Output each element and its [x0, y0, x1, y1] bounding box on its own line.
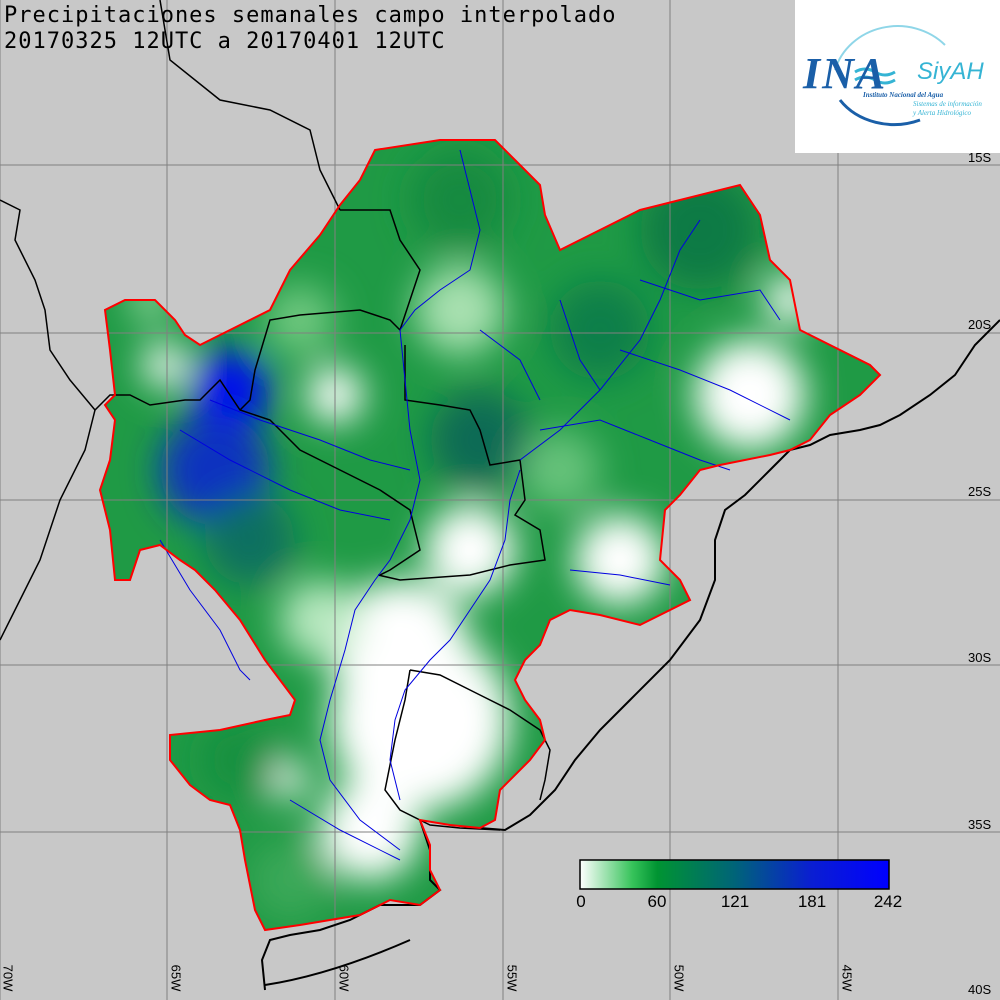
- precip-blob: [272, 762, 308, 798]
- precip-blob: [320, 780, 420, 880]
- precip-blob: [200, 720, 280, 800]
- precip-blob: [415, 265, 505, 355]
- country-border: [409, 669, 551, 801]
- country-border: [239, 209, 421, 411]
- river: [569, 569, 671, 586]
- precip-blob: [250, 840, 330, 920]
- precip-blob: [410, 150, 510, 250]
- precip-blob: [695, 340, 805, 450]
- ina-siyah-logo: INA SiyAH Instituto Nacional del Agua Si…: [795, 0, 1000, 153]
- colorbar: [579, 859, 890, 890]
- river: [399, 149, 481, 331]
- precip-blob: [430, 390, 530, 490]
- logo-siyah-text: SiyAH: [917, 58, 984, 85]
- colorbar-label: 60: [647, 892, 667, 911]
- river: [539, 419, 731, 471]
- lat-label: 35S: [968, 817, 992, 832]
- river: [289, 799, 401, 861]
- lat-label: 20S: [968, 317, 992, 332]
- river: [619, 349, 791, 421]
- lon-label: 65W: [168, 964, 184, 992]
- logo-siyah-subtitle: Sistemas de información y Alerta Hidroló…: [913, 100, 982, 118]
- country-border: [159, 0, 341, 211]
- lat-label: 25S: [968, 484, 992, 499]
- precip-blob: [280, 580, 360, 660]
- colorbar-label: 121: [720, 892, 750, 911]
- river: [559, 299, 601, 391]
- lon-label: 70W: [0, 964, 16, 992]
- precip-blob: [575, 515, 665, 605]
- country-border: [384, 669, 501, 831]
- precip-blob: [330, 580, 470, 720]
- lon-label: 45W: [839, 964, 855, 992]
- colorbar-label: 242: [873, 892, 903, 911]
- precip-blob: [143, 343, 187, 387]
- precip-blob: [520, 430, 600, 510]
- coastline: [789, 319, 1000, 451]
- coastline: [264, 939, 411, 986]
- country-border: [0, 199, 421, 576]
- colorbar-label: 0: [576, 892, 586, 911]
- lat-label: 40S: [968, 982, 992, 997]
- river: [519, 219, 701, 461]
- lat-label: 15S: [968, 150, 992, 165]
- logo-siyah-line1: Sistemas de información: [913, 100, 982, 108]
- logo-ina-subtitle: Instituto Nacional del Agua: [863, 91, 944, 99]
- lat-label: 30S: [968, 650, 992, 665]
- river: [159, 539, 251, 681]
- river: [389, 469, 521, 801]
- precip-blob: [205, 495, 295, 585]
- river: [179, 429, 391, 521]
- colorbar-label: 181: [797, 892, 827, 911]
- river: [479, 329, 541, 401]
- river: [209, 399, 411, 471]
- rivers: [159, 149, 791, 861]
- map-date-range: 20170325 12UTC a 20170401 12UTC: [4, 29, 446, 54]
- river: [639, 279, 781, 321]
- map-title: Precipitaciones semanales campo interpol…: [4, 3, 617, 28]
- lon-label: 50W: [671, 964, 687, 992]
- precip-field: [100, 140, 880, 930]
- lon-label: 60W: [336, 964, 352, 992]
- logo-ina-text: INA: [803, 49, 888, 98]
- precip-blob: [265, 285, 335, 355]
- country-border: [377, 345, 546, 581]
- basin-outline: [98, 139, 882, 932]
- lon-label: 55W: [504, 964, 520, 992]
- river: [319, 329, 421, 851]
- logo-siyah-line2: y Alerta Hidrológico: [913, 109, 971, 117]
- country-border: [0, 409, 96, 641]
- precip-blob: [550, 280, 650, 380]
- precip-blob: [190, 350, 270, 430]
- coastline: [479, 449, 791, 832]
